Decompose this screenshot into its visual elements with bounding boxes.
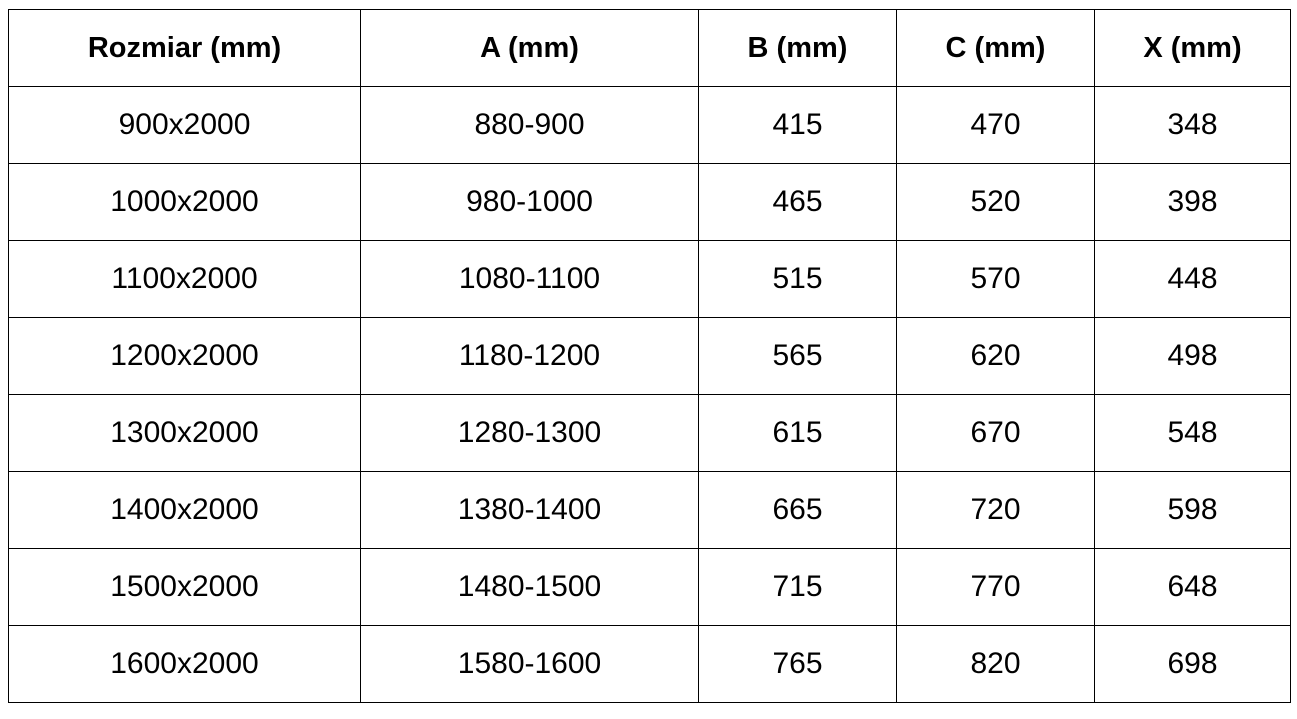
table-cell: 715: [698, 548, 897, 626]
table-cell: 1200x2000: [8, 317, 361, 395]
table-row: 1600x2000 1580-1600 765 820 698: [8, 625, 1291, 703]
dimensions-table: Rozmiar (mm) A (mm) B (mm) C (mm) X (mm) 900…: [8, 9, 1291, 703]
column-header: A (mm): [360, 9, 699, 87]
table-cell: 515: [698, 240, 897, 318]
table-cell: 1180-1200: [360, 317, 699, 395]
table-cell: 1500x2000: [8, 548, 361, 626]
table-row: 1400x2000 1380-1400 665 720 598: [8, 471, 1291, 549]
table-cell: 598: [1094, 471, 1291, 549]
table-cell: 465: [698, 163, 897, 241]
table-cell: 820: [896, 625, 1095, 703]
table-cell: 565: [698, 317, 897, 395]
table-cell: 415: [698, 86, 897, 164]
table-row: 1300x2000 1280-1300 615 670 548: [8, 394, 1291, 472]
table-cell: 1580-1600: [360, 625, 699, 703]
table-cell: 1280-1300: [360, 394, 699, 472]
table-cell: 698: [1094, 625, 1291, 703]
table-cell: 1300x2000: [8, 394, 361, 472]
header-row: Rozmiar (mm) A (mm) B (mm) C (mm) X (mm): [8, 9, 1291, 87]
table-row: 1000x2000 980-1000 465 520 398: [8, 163, 1291, 241]
table-cell: 1080-1100: [360, 240, 699, 318]
table-row: 1100x2000 1080-1100 515 570 448: [8, 240, 1291, 318]
table-cell: 498: [1094, 317, 1291, 395]
table-cell: 880-900: [360, 86, 699, 164]
table-cell: 1400x2000: [8, 471, 361, 549]
table-cell: 765: [698, 625, 897, 703]
table-cell: 398: [1094, 163, 1291, 241]
table-cell: 1600x2000: [8, 625, 361, 703]
table-cell: 670: [896, 394, 1095, 472]
column-header: Rozmiar (mm): [8, 9, 361, 87]
table-row: 900x2000 880-900 415 470 348: [8, 86, 1291, 164]
table-cell: 720: [896, 471, 1095, 549]
column-header: B (mm): [698, 9, 897, 87]
table-row: 1500x2000 1480-1500 715 770 648: [8, 548, 1291, 626]
table-cell: 570: [896, 240, 1095, 318]
table-cell: 520: [896, 163, 1095, 241]
table-cell: 980-1000: [360, 163, 699, 241]
table-cell: 1480-1500: [360, 548, 699, 626]
table-cell: 1380-1400: [360, 471, 699, 549]
table-cell: 648: [1094, 548, 1291, 626]
table-cell: 770: [896, 548, 1095, 626]
column-header: C (mm): [896, 9, 1095, 87]
table-cell: 348: [1094, 86, 1291, 164]
table-cell: 900x2000: [8, 86, 361, 164]
table-cell: 470: [896, 86, 1095, 164]
column-header: X (mm): [1094, 9, 1291, 87]
table-cell: 1100x2000: [8, 240, 361, 318]
table-row: 1200x2000 1180-1200 565 620 498: [8, 317, 1291, 395]
table-cell: 548: [1094, 394, 1291, 472]
table-cell: 1000x2000: [8, 163, 361, 241]
table-cell: 448: [1094, 240, 1291, 318]
table-cell: 615: [698, 394, 897, 472]
table-cell: 665: [698, 471, 897, 549]
table-cell: 620: [896, 317, 1095, 395]
